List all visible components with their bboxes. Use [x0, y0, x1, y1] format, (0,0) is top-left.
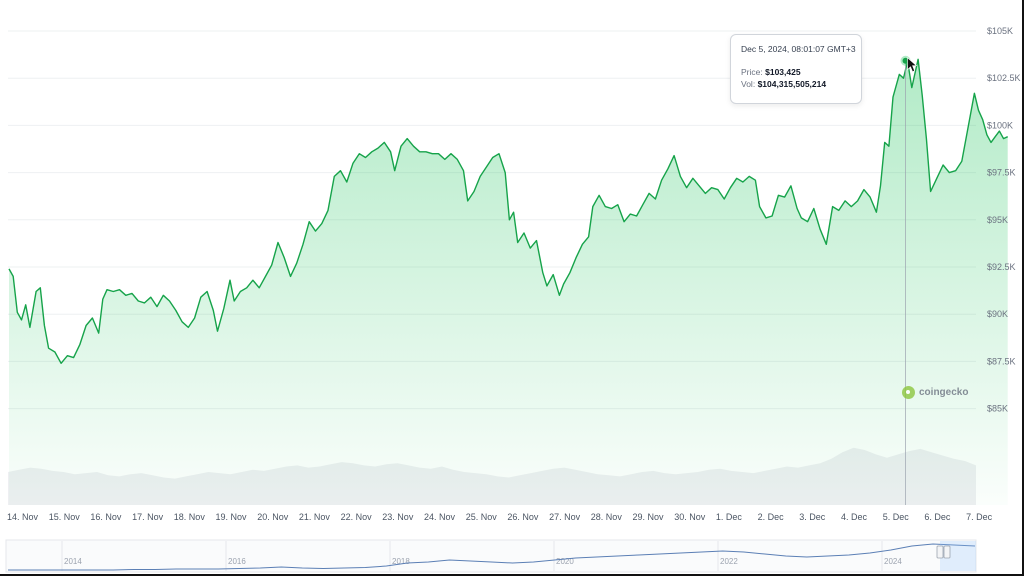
x-tick-label: 22. Nov: [341, 512, 373, 522]
navigator-left-handle[interactable]: [936, 545, 944, 559]
x-tick-label: 24. Nov: [424, 512, 456, 522]
navigator-year-label: 2020: [556, 557, 574, 566]
x-tick-label: 2. Dec: [758, 512, 785, 522]
navigator-bg: [5, 539, 977, 573]
hover-point: [902, 57, 909, 64]
y-tick-label: $92.5K: [987, 262, 1016, 272]
x-tick-label: 20. Nov: [257, 512, 289, 522]
price-line-group: [8, 58, 1008, 364]
navigator-right-handle[interactable]: [943, 545, 951, 559]
y-tick-label: $102.5K: [987, 73, 1021, 83]
price-area: [9, 59, 1008, 506]
coingecko-logo-icon: [902, 386, 915, 399]
y-tick-label: $87.5K: [987, 356, 1016, 366]
navigator-line: [8, 543, 976, 571]
coingecko-watermark: coingecko: [902, 386, 968, 399]
x-tick-label: 17. Nov: [132, 512, 164, 522]
navigator-year-label: 2024: [884, 557, 902, 566]
navigator-year-label: 2016: [228, 557, 246, 566]
range-navigator[interactable]: 2014 2016 2018 2020 2022 2024: [5, 539, 977, 573]
navigator-year-label: 2022: [720, 557, 738, 566]
x-tick-label: 6. Dec: [924, 512, 951, 522]
tooltip-vol-row: Vol: $104,315,505,214: [741, 79, 851, 90]
x-tick-label: 27. Nov: [549, 512, 581, 522]
x-tick-label: 30. Nov: [674, 512, 706, 522]
x-tick-label: 7. Dec: [966, 512, 993, 522]
hover-tooltip: Dec 5, 2024, 08:01:07 GMT+3 Price: $103,…: [730, 34, 862, 104]
x-tick-label: 3. Dec: [799, 512, 826, 522]
tooltip-price-row: Price: $103,425: [741, 67, 851, 78]
x-tick-label: 1. Dec: [716, 512, 743, 522]
tooltip-vol-label: Vol:: [741, 78, 756, 89]
crosshair: [900, 55, 918, 505]
price-area-fill: [9, 59, 1008, 506]
x-tick-label: 16. Nov: [90, 512, 122, 522]
x-tick-label: 26. Nov: [507, 512, 539, 522]
y-tick-label: $90K: [987, 309, 1008, 319]
right-border: [1022, 0, 1024, 576]
y-tick-label: $105K: [987, 26, 1013, 36]
y-tick-label: $100K: [987, 120, 1013, 130]
x-tick-label: 4. Dec: [841, 512, 868, 522]
tooltip-price-label: Price:: [741, 67, 763, 78]
x-tick-label: 25. Nov: [466, 512, 498, 522]
x-tick-label: 29. Nov: [633, 512, 665, 522]
x-tick-label: 28. Nov: [591, 512, 623, 522]
x-tick-label: 15. Nov: [49, 512, 81, 522]
y-tick-label: $85K: [987, 404, 1008, 414]
tooltip-date: Dec 5, 2024, 08:01:07 GMT+3: [741, 44, 856, 54]
x-tick-label: 19. Nov: [216, 512, 248, 522]
x-tick-label: 21. Nov: [299, 512, 331, 522]
price-line: [8, 58, 1008, 364]
tooltip-price-value: $103,425: [765, 67, 801, 78]
navigator-year-label: 2018: [392, 557, 410, 566]
x-axis: 14. Nov 15. Nov 16. Nov 17. Nov 18. Nov 19. N…: [7, 512, 993, 522]
bottom-border: [0, 574, 1024, 576]
y-tick-label: $97.5K: [987, 168, 1016, 178]
mouse-cursor-icon: [907, 57, 918, 73]
x-tick-label: 14. Nov: [7, 512, 39, 522]
x-tick-label: 23. Nov: [382, 512, 414, 522]
x-tick-label: 18. Nov: [174, 512, 206, 522]
x-tick-label: 5. Dec: [883, 512, 910, 522]
tooltip-vol-value: $104,315,505,214: [757, 78, 827, 89]
watermark-text: coingecko: [919, 387, 969, 398]
y-tick-label: $95K: [987, 215, 1008, 225]
y-axis: $85K $87.5K $90K $92.5K $95K $97.5K $100K $102.…: [987, 26, 1021, 414]
navigator-year-label: 2014: [64, 557, 82, 566]
